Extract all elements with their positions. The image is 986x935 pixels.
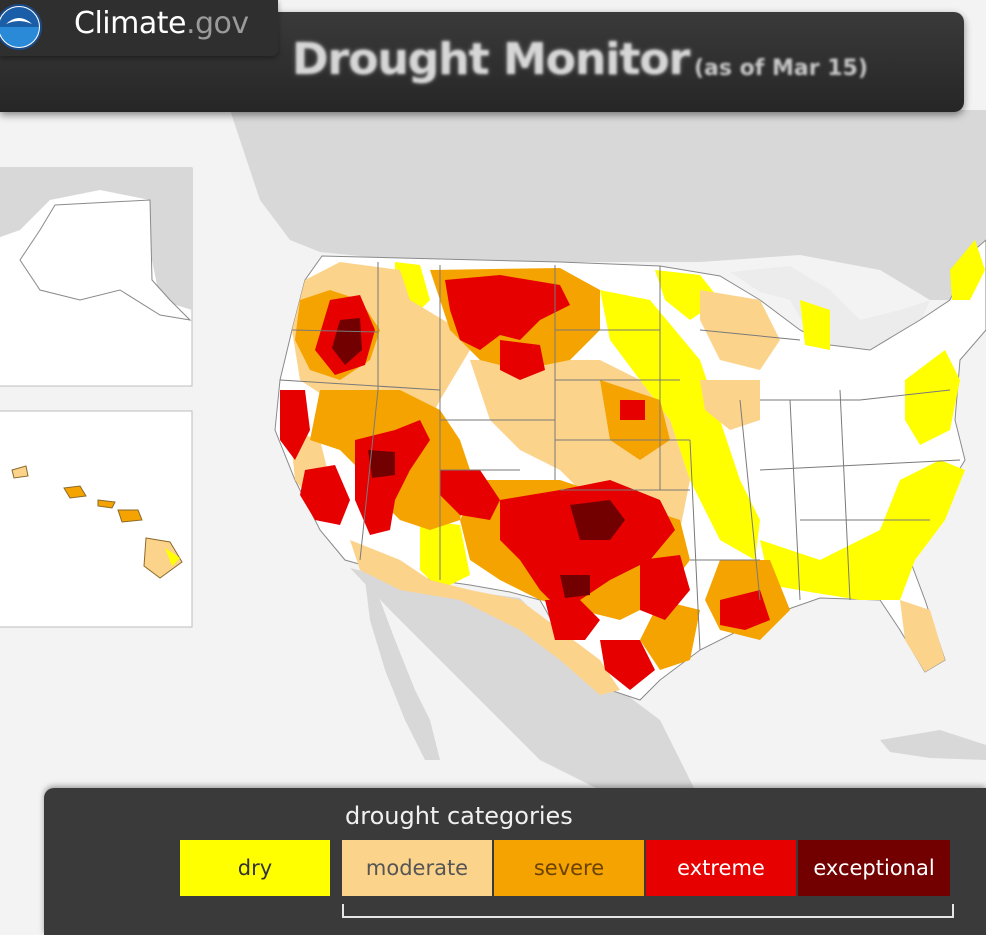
baja-land — [365, 580, 440, 760]
state-boundaries — [279, 262, 961, 651]
layer-extreme — [280, 275, 770, 690]
legend-panel: drought categories dry moderate severe e… — [44, 788, 986, 935]
legend-swatch-dry: dry — [180, 840, 330, 896]
noaa-logo-icon — [0, 4, 42, 50]
brand-logo-bar[interactable]: Climate.gov — [0, 0, 278, 56]
legend-swatch-extreme: extreme — [646, 840, 796, 896]
layer-dry — [395, 240, 985, 600]
brand-name-main: Climate — [74, 6, 186, 41]
brand-name: Climate.gov — [74, 6, 249, 41]
map-date-subtitle: (as of Mar 15) — [694, 56, 868, 81]
hawaii-inset — [0, 410, 193, 628]
legend-drought-bracket — [342, 904, 954, 918]
legend-swatch-exceptional: exceptional — [798, 840, 950, 896]
legend-title: drought categories — [345, 802, 573, 830]
brand-name-suffix: .gov — [185, 6, 249, 41]
layer-exceptional — [332, 318, 625, 598]
canada-land — [230, 110, 986, 300]
alaska-inset — [0, 167, 193, 387]
legend-swatch-moderate: moderate — [342, 840, 492, 896]
cuba-land — [880, 730, 986, 760]
title-bar: Drought Monitor (as of Mar 15) — [0, 12, 964, 112]
map-title: Drought Monitor — [292, 34, 690, 85]
legend-swatch-severe: severe — [494, 840, 644, 896]
mexico-land — [350, 568, 700, 800]
